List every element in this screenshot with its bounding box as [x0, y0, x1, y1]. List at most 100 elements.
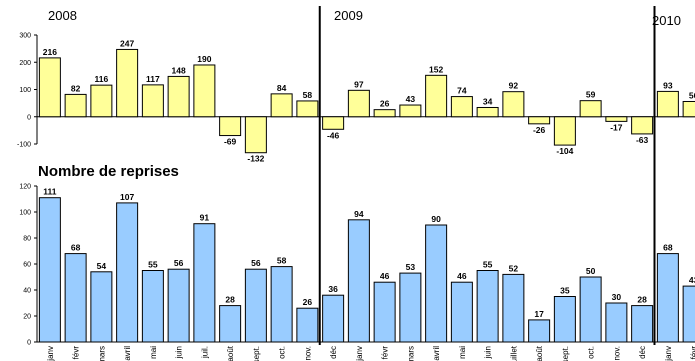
top-data-label-sept-2008: -132 [247, 154, 264, 164]
bottom-data-label-aout-2009: 17 [534, 309, 544, 319]
top-bar-juin-2008 [167, 75, 190, 118]
bottom-data-label-fevr-2009: 46 [380, 271, 390, 281]
x-tick-label-juin-2008: juin [175, 346, 184, 359]
x-tick-label-aout-2008: août [226, 345, 235, 361]
top-data-label-juin-2008: 148 [172, 65, 186, 75]
top-data-label-fevr-2008: 82 [71, 83, 81, 93]
bottom-bar-mai-2009 [450, 281, 473, 343]
bottom-data-label-mai-2009: 46 [457, 271, 467, 281]
x-tick-label-janv-2008: janv [46, 346, 55, 361]
bottom-bar-aout-2009 [528, 319, 551, 343]
top-data-label-aout-2008: -69 [224, 137, 237, 147]
top-data-label-juil-2008: 190 [197, 54, 211, 64]
bottom-data-label-fevr-2010: 43 [689, 275, 695, 285]
x-tick-label-avril-2009: avril [432, 346, 441, 361]
bottom-data-label-juin-2008: 56 [174, 258, 184, 268]
top-data-label-mai-2009: 74 [457, 86, 467, 96]
top-bar-mai-2009 [450, 96, 473, 118]
x-tick-label-dec-2009: déc [638, 346, 647, 359]
bottom-bar-mars-2009 [399, 272, 422, 343]
top-data-label-oct-2009: 59 [586, 90, 596, 100]
top-data-label-janv-2010: 93 [663, 80, 673, 90]
bottom-data-label-dec-2009: 28 [637, 295, 647, 305]
bottom-bar-avril-2008 [116, 202, 139, 343]
year-label-2010: 2010 [652, 13, 681, 28]
bottom-data-label-nov-2009: 30 [612, 292, 622, 302]
x-tick-label-nov-2009: nov. [612, 346, 621, 361]
x-tick-label-fevr-2008: févr [72, 346, 81, 360]
bottom-y-tick-label: 80 [23, 236, 31, 243]
top-y-tick-label: -100 [17, 142, 31, 149]
top-data-label-fevr-2009: 26 [380, 99, 390, 109]
top-bar-oct-2008 [270, 93, 293, 118]
top-bar-mars-2008 [90, 84, 113, 118]
x-tick-label-fevr-2010: févr [690, 346, 695, 360]
bottom-y-tick-label: 20 [23, 314, 31, 321]
top-bar-mai-2008 [141, 84, 164, 118]
bottom-y-tick-label: 60 [23, 262, 31, 269]
x-tick-label-sept-2008: sept. [252, 346, 261, 361]
top-data-label-janv-2008: 216 [43, 47, 57, 57]
top-data-label-mai-2008: 117 [146, 74, 160, 84]
bottom-bar-nov-2008 [296, 307, 319, 343]
bottom-y-tick-label: 120 [19, 184, 31, 191]
bottom-bar-chart: 0 20 40 60 80 100 120 111 janv 68 févr 54 mars 107 avr… [19, 184, 695, 361]
bottom-data-label-juil-2008: 91 [200, 213, 210, 223]
top-data-label-fevr-2010: 56 [689, 90, 695, 100]
top-bar-dec-2009 [631, 116, 654, 135]
bottom-data-label-janv-2009: 94 [354, 209, 364, 219]
bottom-bar-fevr-2008 [64, 253, 87, 343]
bottom-data-label-janv-2008: 111 [43, 187, 57, 197]
top-bar-juillet-2009 [502, 91, 525, 118]
top-data-label-dec-2009: -46 [327, 130, 340, 140]
bottom-data-label-nov-2008: 26 [303, 297, 313, 307]
bottom-data-label-fevr-2008: 68 [71, 243, 81, 253]
x-tick-label-nov-2008: nov. [303, 346, 312, 361]
year-label-2008: 2008 [48, 8, 77, 23]
bottom-y-tick-label: 0 [27, 340, 31, 347]
year-dividers [318, 6, 656, 345]
bottom-data-label-oct-2008: 58 [277, 256, 287, 266]
bottom-bar-mars-2008 [90, 271, 113, 343]
top-bar-juin-2009 [476, 106, 499, 118]
bottom-bar-oct-2009 [579, 276, 602, 343]
bottom-data-label-avril-2009: 90 [431, 214, 441, 224]
bottom-bar-oct-2008 [270, 266, 293, 343]
bottom-data-label-juillet-2009: 52 [509, 263, 519, 273]
bottom-bar-mai-2008 [141, 270, 164, 343]
top-data-label-juin-2009: 34 [483, 96, 493, 106]
top-bar-janv-2008 [38, 57, 61, 118]
top-y-tick-label: 100 [19, 87, 31, 94]
top-bar-fevr-2009 [373, 109, 396, 118]
bottom-bar-janv-2010 [656, 253, 679, 343]
bottom-bar-dec-2009 [631, 305, 654, 343]
x-tick-label-dec-2009: déc [329, 346, 338, 359]
top-bar-sept-2008 [244, 116, 267, 154]
x-tick-label-mai-2008: mai [149, 346, 158, 359]
top-bar-chart: -100 0 100 200 300 216 82 116 247 117 148 190 -69 -13… [17, 33, 695, 164]
bottom-bar-dec-2009 [322, 294, 345, 343]
bottom-data-label-mars-2009: 53 [406, 262, 416, 272]
bottom-bar-juillet-2009 [502, 273, 525, 343]
x-tick-label-mars-2009: mars [406, 346, 415, 361]
bottom-bar-juin-2008 [167, 268, 190, 343]
bottom-bar-sept-2008 [244, 268, 267, 343]
x-tick-label-janv-2009: janv [355, 346, 364, 361]
bottom-bar-nov-2009 [605, 302, 628, 343]
bottom-data-label-mai-2008: 55 [148, 260, 158, 270]
x-tick-label-fevr-2009: févr [381, 346, 390, 360]
bottom-data-label-aout-2008: 28 [225, 295, 235, 305]
bottom-data-label-oct-2009: 50 [586, 266, 596, 276]
top-data-label-dec-2009: -63 [636, 135, 649, 145]
top-bar-aout-2008 [219, 116, 242, 137]
top-y-tick-label: 200 [19, 60, 31, 67]
top-data-label-avril-2009: 152 [429, 64, 443, 74]
top-bar-avril-2008 [116, 48, 139, 118]
x-tick-label-juillet-2009: juillet [509, 345, 518, 361]
top-data-label-juillet-2009: 92 [509, 81, 519, 91]
top-y-tick-label: 0 [27, 114, 31, 121]
bottom-bar-janv-2009 [347, 219, 370, 343]
x-tick-label-oct-2009: oct. [587, 346, 596, 359]
top-bar-dec-2009 [322, 116, 345, 130]
